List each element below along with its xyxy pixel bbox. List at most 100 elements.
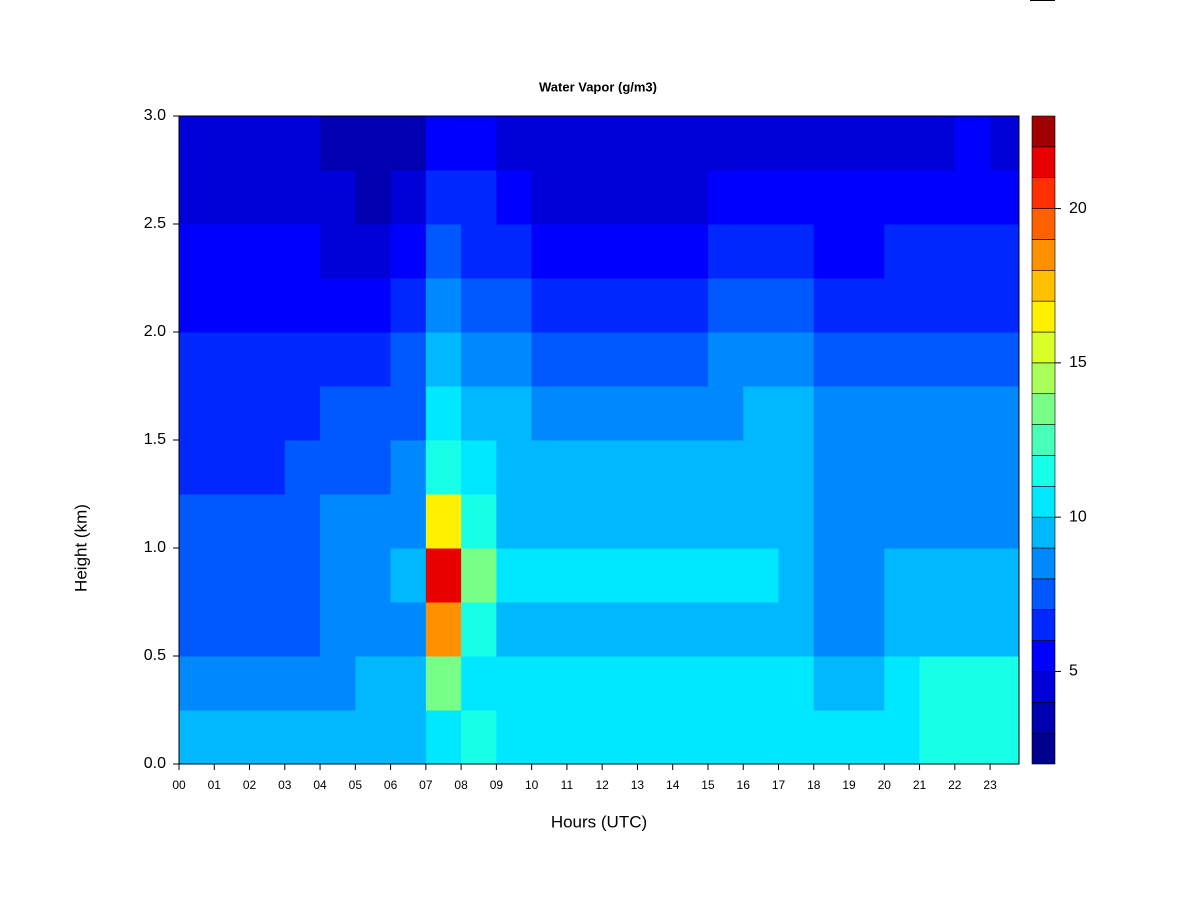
heat-cell — [919, 548, 956, 603]
x-tick-label: 06 — [384, 778, 398, 792]
heat-cell — [884, 440, 921, 495]
heat-cell — [355, 386, 392, 441]
colorbar-tick-label: 10 — [1069, 508, 1087, 525]
heat-cell — [743, 224, 779, 279]
heat-cell — [284, 710, 321, 764]
heat-cell — [249, 224, 286, 279]
heat-cell — [249, 494, 286, 549]
heat-cell — [390, 440, 427, 495]
heat-cell — [884, 494, 921, 549]
heat-cell — [249, 386, 286, 441]
heat-cell — [849, 710, 885, 764]
x-tick-label: 21 — [913, 778, 927, 792]
heat-cell — [249, 440, 286, 495]
heat-cell — [566, 332, 603, 387]
heat-cell — [461, 602, 497, 657]
heat-cell — [672, 224, 709, 279]
heat-cell — [672, 494, 709, 549]
heat-cell — [425, 548, 462, 603]
heat-cell — [778, 332, 815, 387]
x-tick-label: 02 — [243, 778, 257, 792]
heat-cell — [602, 170, 638, 225]
heat-cell — [284, 332, 321, 387]
heat-cell — [778, 224, 815, 279]
heat-cell — [461, 656, 497, 711]
heat-cell — [884, 602, 921, 657]
colorbar-segment — [1031, 732, 1056, 765]
heat-cell — [849, 386, 885, 441]
heatmap — [179, 116, 1019, 764]
heat-cell — [954, 548, 991, 603]
colorbar-tick-label: 15 — [1069, 354, 1087, 371]
heat-cell — [707, 170, 744, 225]
heat-cell — [461, 332, 497, 387]
y-tick-label: 2.5 — [144, 215, 166, 232]
heat-cell — [249, 332, 286, 387]
heat-cell — [461, 386, 497, 441]
heat-cell — [355, 440, 392, 495]
heat-cell — [813, 548, 850, 603]
heat-cell — [778, 116, 815, 171]
heat-cell — [390, 332, 427, 387]
colorbar-segment — [1031, 485, 1056, 518]
heat-cell — [320, 278, 356, 333]
heat-cell — [531, 710, 568, 764]
x-tick-label: 17 — [772, 778, 786, 792]
heat-cell — [355, 494, 392, 549]
heat-cell — [637, 440, 674, 495]
heat-cell — [919, 656, 956, 711]
heat-cell — [320, 602, 356, 657]
heat-cell — [496, 440, 533, 495]
heat-cell — [672, 278, 709, 333]
chart-title: Water Vapor (g/m3) — [539, 79, 657, 94]
heat-cell — [990, 710, 1019, 764]
heat-cell — [390, 278, 427, 333]
heat-cell — [320, 116, 356, 171]
heat-cell — [531, 440, 568, 495]
heat-cell — [566, 224, 603, 279]
heat-cell — [249, 170, 286, 225]
heat-cell — [637, 224, 674, 279]
heat-cell — [602, 440, 638, 495]
heat-cell — [778, 278, 815, 333]
heat-cell — [672, 332, 709, 387]
heat-cell — [849, 278, 885, 333]
heat-cell — [743, 386, 779, 441]
heat-cell — [179, 278, 215, 333]
heat-cell — [390, 548, 427, 603]
colorbar-segment — [1031, 547, 1056, 580]
x-tick-label: 20 — [878, 778, 892, 792]
x-axis-label: Hours (UTC) — [551, 812, 647, 831]
heat-cell — [214, 548, 251, 603]
heat-cell — [778, 386, 815, 441]
colorbar-segment — [1031, 516, 1056, 549]
heat-cell — [214, 494, 251, 549]
heat-cell — [954, 224, 991, 279]
heat-cell — [707, 332, 744, 387]
heat-cell — [249, 710, 286, 764]
heat-cell — [320, 494, 356, 549]
heat-cell — [566, 386, 603, 441]
y-tick-label: 1.5 — [144, 431, 166, 448]
heat-cell — [355, 278, 392, 333]
heat-cell — [743, 548, 779, 603]
heat-cell — [179, 602, 215, 657]
heat-cell — [496, 224, 533, 279]
heat-cell — [566, 548, 603, 603]
colorbar-segment — [1031, 578, 1056, 611]
heat-cell — [179, 440, 215, 495]
x-tick-label: 22 — [948, 778, 962, 792]
x-tick-label: 12 — [595, 778, 609, 792]
heat-cell — [284, 170, 321, 225]
heat-cell — [179, 170, 215, 225]
heat-cell — [496, 710, 533, 764]
heat-cell — [672, 116, 709, 171]
x-tick-label: 14 — [666, 778, 680, 792]
heat-cell — [990, 116, 1019, 171]
colorbar-segment — [1031, 640, 1056, 672]
heat-cell — [320, 170, 356, 225]
heat-cell — [778, 548, 815, 603]
heat-cell — [566, 440, 603, 495]
heat-cell — [778, 440, 815, 495]
heat-cell — [531, 224, 568, 279]
